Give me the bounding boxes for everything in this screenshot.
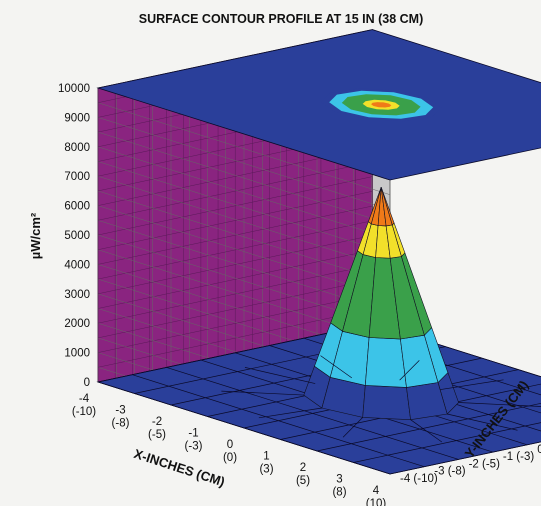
x-tick-label: -1 <box>188 428 198 440</box>
chart-title: SURFACE CONTOUR PROFILE AT 15 IN (38 CM) <box>139 12 424 26</box>
x-tick-label: (5) <box>296 475 310 487</box>
surface-skirt-line <box>342 417 363 438</box>
value-tick-label: 5000 <box>64 230 90 242</box>
y-tick-label: -1 (-3) <box>503 451 534 463</box>
top-contour-projection <box>96 29 541 181</box>
y-axis-ticks: -4 (-10)-3 (-8)-2 (-5)-1 (-3)0 (0)1 (3)2… <box>400 444 541 485</box>
value-axis-label: µW/cm² <box>28 212 43 259</box>
surface-skirt-line <box>320 355 353 379</box>
wall-gridline <box>97 191 373 250</box>
surface-skirt-line <box>458 402 541 407</box>
x-tick-label: 3 <box>336 474 342 486</box>
wall-gridline <box>97 176 373 236</box>
value-tick-label: 6000 <box>64 201 90 213</box>
surface-band-facet <box>380 187 393 227</box>
value-axis-ticks: 0 1000 2000 3000 4000 5000 6000 7000 8000 9000 100… <box>58 83 90 389</box>
surface-peak <box>221 186 541 443</box>
wall-gridline <box>97 102 391 195</box>
x-tick-label: (3) <box>259 464 273 476</box>
y-tick-label: -2 (-5) <box>469 458 500 470</box>
x-tick-label: 0 <box>227 439 233 451</box>
value-tick-label: 9000 <box>64 112 90 124</box>
wall-gridline <box>97 131 391 225</box>
x-tick-label: (-8) <box>112 418 130 430</box>
y-tick-label: -3 (-8) <box>434 466 465 478</box>
value-tick-label: 3000 <box>64 289 90 301</box>
y-tick-label: -4 (-10) <box>400 473 438 485</box>
x-tick-label: 1 <box>263 451 269 463</box>
x-tick-label: (8) <box>332 487 346 499</box>
wall-gridline <box>97 220 373 280</box>
wall-gridline <box>97 161 391 254</box>
x-tick-label: -3 <box>115 405 125 417</box>
x-tick-label: (-10) <box>72 406 96 418</box>
wall-gridline <box>97 249 373 309</box>
value-tick-label: 10000 <box>58 83 90 95</box>
surface-skirt-line <box>440 379 504 390</box>
x-tick-label: (-3) <box>185 441 203 453</box>
wall-gridline <box>97 175 391 269</box>
surface-skirt-line <box>258 407 322 419</box>
top-plane <box>96 29 541 181</box>
surface-skirt-line <box>447 413 518 431</box>
floor-gridline <box>389 441 541 475</box>
wall-gridline <box>97 205 373 265</box>
wall-gridline <box>97 117 391 210</box>
floor-gridline <box>353 422 541 463</box>
x-tick-label: (-5) <box>148 429 166 441</box>
x-tick-label: (10) <box>366 498 387 506</box>
wall-gridline <box>97 190 391 284</box>
value-tick-label: 0 <box>84 377 90 389</box>
x-tick-label: 2 <box>300 462 306 474</box>
x-axis-label: X-INCHES (CM) <box>132 446 227 490</box>
wall-gridline <box>97 205 391 298</box>
value-tick-label: 1000 <box>64 348 90 360</box>
wall-gridline <box>97 161 373 221</box>
surface-skirt-line <box>244 367 316 384</box>
value-tick-label: 4000 <box>64 259 90 271</box>
surface-band-facet <box>362 385 411 421</box>
wall-gridline <box>97 279 373 339</box>
value-tick-label: 8000 <box>64 142 90 154</box>
wall-gridline <box>97 264 373 324</box>
surface-skirt-line <box>410 419 443 443</box>
x-tick-label: -4 <box>79 393 90 405</box>
y-tick-label: 0 (0) <box>537 444 541 456</box>
value-tick-label: 2000 <box>64 318 90 330</box>
x-tick-label: 4 <box>373 485 380 497</box>
wall-gridline <box>97 146 391 240</box>
value-tick-label: 7000 <box>64 171 90 183</box>
x-axis-ticks: -4(-10) -3(-8) -2(-5) -1(-3) 0(0) 1(3) 2(5) 3(8… <box>72 393 387 506</box>
wall-gridline <box>97 308 373 368</box>
wall-gridline <box>97 235 373 295</box>
x-tick-label: -2 <box>152 416 162 428</box>
x-tick-label: (0) <box>223 452 237 464</box>
wall-gridline <box>97 293 373 353</box>
surface-skirt-line <box>221 390 304 396</box>
floor-gridline <box>316 402 541 452</box>
surface-skirt-line <box>399 360 420 381</box>
top-contour-band <box>371 102 392 108</box>
